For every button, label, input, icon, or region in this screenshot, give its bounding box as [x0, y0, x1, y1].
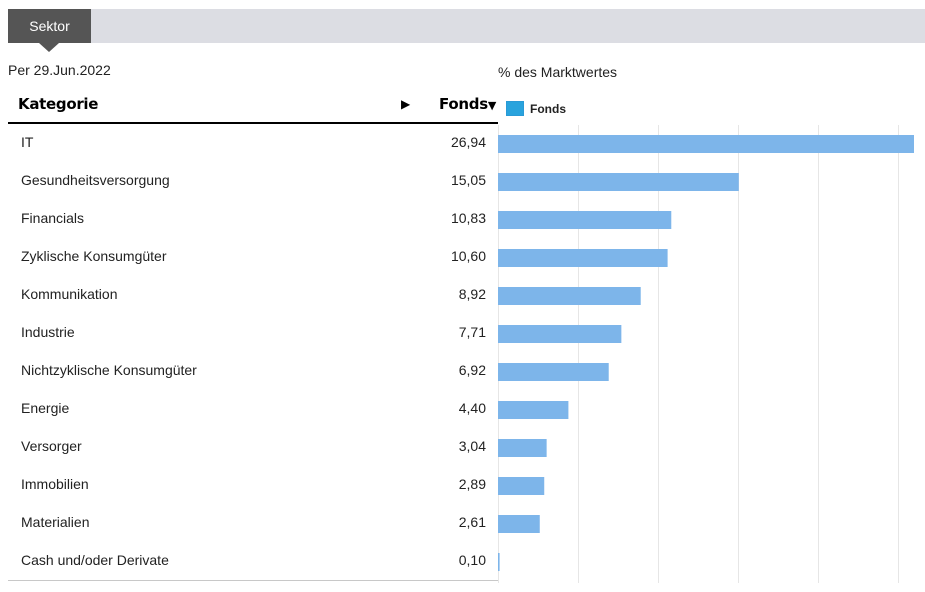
row-category: Zyklische Konsumgüter — [21, 248, 167, 264]
table-row: Gesundheitsversorgung 15,05 — [8, 162, 498, 200]
bar-nichtzyklische-konsumg-ter[interactable] — [498, 363, 609, 381]
header-category[interactable]: Kategorie — [18, 95, 99, 113]
row-value: 8,92 — [458, 286, 486, 302]
legend-swatch — [506, 101, 524, 116]
table-header: Kategorie ▶ Fonds▼ — [8, 88, 498, 124]
tab-strip: Sektor — [8, 9, 925, 52]
tab-label: Sektor — [29, 18, 70, 34]
table-row: Immobilien 2,89 — [8, 466, 498, 504]
bar-energie[interactable] — [498, 401, 569, 419]
row-category: Gesundheitsversorgung — [21, 172, 170, 188]
bar-versorger[interactable] — [498, 439, 547, 457]
legend-label: Fonds — [530, 101, 566, 116]
table-bottom-rule — [8, 580, 498, 581]
table-body: IT 26,94 Gesundheitsversorgung 15,05 Financi… — [8, 124, 498, 580]
row-value: 2,89 — [458, 476, 486, 492]
bar-immobilien[interactable] — [498, 477, 545, 495]
row-value: 3,04 — [458, 438, 486, 454]
sort-down-icon: ▼ — [487, 99, 496, 112]
header-fund[interactable]: Fonds▼ — [439, 95, 496, 113]
table-row: Energie 4,40 — [8, 390, 498, 428]
bar-materialien[interactable] — [498, 515, 540, 533]
table-row: Cash und/oder Derivate 0,10 — [8, 542, 498, 580]
bar-it[interactable] — [498, 135, 914, 153]
bar-chart — [498, 125, 914, 583]
row-value: 0,10 — [458, 552, 486, 568]
row-value: 10,83 — [450, 210, 486, 226]
table-row: IT 26,94 — [8, 124, 498, 162]
bar-zyklische-konsumg-ter[interactable] — [498, 249, 668, 267]
bar-kommunikation[interactable] — [498, 287, 641, 305]
table-row: Industrie 7,71 — [8, 314, 498, 352]
chart-title: % des Marktwertes — [498, 64, 618, 80]
row-category: IT — [21, 134, 34, 150]
bar-cash-und-oder-derivate[interactable] — [498, 553, 500, 571]
table-row: Versorger 3,04 — [8, 428, 498, 466]
table-row: Zyklische Konsumgüter 10,60 — [8, 238, 498, 276]
row-category: Immobilien — [21, 476, 89, 492]
row-value: 7,71 — [458, 324, 486, 340]
bar-financials[interactable] — [498, 211, 672, 229]
table-row: Kommunikation 8,92 — [8, 276, 498, 314]
row-category: Materialien — [21, 514, 90, 530]
row-value: 26,94 — [450, 134, 486, 150]
bar-gesundheitsversorgung[interactable] — [498, 173, 739, 191]
row-category: Kommunikation — [21, 286, 118, 302]
row-category: Industrie — [21, 324, 75, 340]
tab-sektor[interactable]: Sektor — [8, 9, 91, 52]
row-category: Financials — [21, 210, 85, 226]
table-row: Materialien 2,61 — [8, 504, 498, 542]
tab-caret-icon — [39, 43, 59, 52]
bar-industrie[interactable] — [498, 325, 622, 343]
sector-table: Kategorie ▶ Fonds▼ IT 26,94 Gesundheitsver… — [8, 88, 498, 581]
table-row: Financials 10,83 — [8, 200, 498, 238]
row-value: 2,61 — [458, 514, 486, 530]
row-value: 6,92 — [458, 362, 486, 378]
table-row: Nichtzyklische Konsumgüter 6,92 — [8, 352, 498, 390]
play-right-icon[interactable]: ▶ — [401, 97, 411, 111]
row-value: 10,60 — [450, 248, 486, 264]
as-of-date: Per 29.Jun.2022 — [8, 62, 111, 78]
chart-legend: Fonds — [506, 101, 566, 116]
row-category: Nichtzyklische Konsumgüter — [21, 362, 197, 378]
row-value: 4,40 — [458, 400, 486, 416]
row-category: Cash und/oder Derivate — [21, 552, 169, 568]
header-fund-label: Fonds — [439, 95, 488, 113]
row-category: Energie — [21, 400, 70, 416]
row-category: Versorger — [21, 438, 82, 454]
row-value: 15,05 — [450, 172, 486, 188]
